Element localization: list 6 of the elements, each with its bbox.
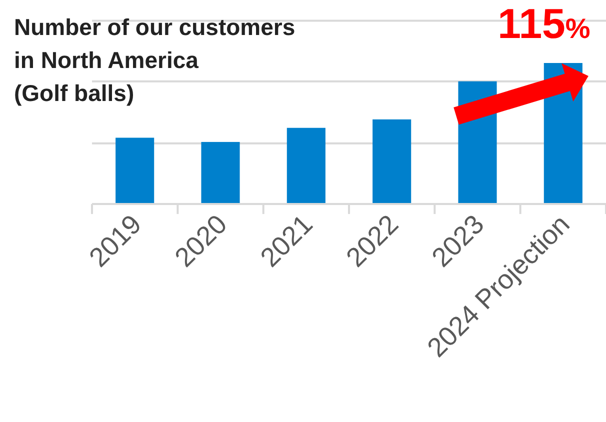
bar <box>201 142 240 204</box>
text: 115% <box>498 0 590 47</box>
chart-title: Number of our customers in North America (Golf balls) <box>14 14 296 106</box>
bar <box>372 119 412 204</box>
bar <box>116 138 154 204</box>
bar <box>286 128 326 204</box>
